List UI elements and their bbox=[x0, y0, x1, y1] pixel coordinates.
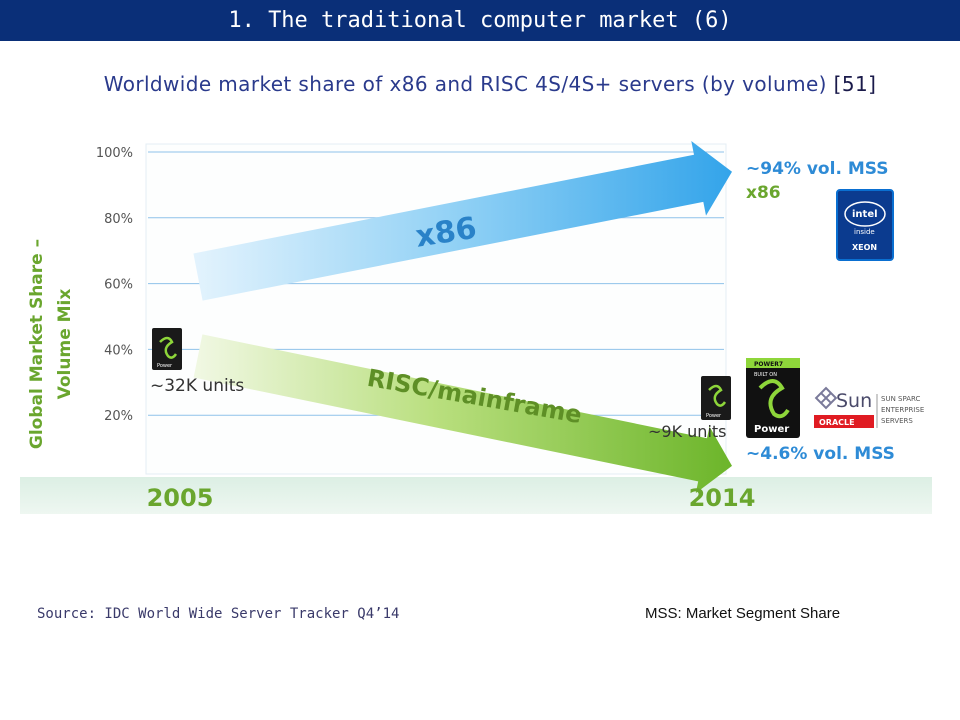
x-category-label: 2014 bbox=[689, 484, 756, 512]
y-tick-label: 20% bbox=[104, 409, 133, 424]
market-share-figure: 100% 80% 60% 40% 20% Global Market Share – V… bbox=[20, 132, 932, 516]
x86-end-share-label: ~94% vol. MSS bbox=[746, 159, 888, 179]
subtitle-text: Worldwide market share of x86 and RISC 4… bbox=[103, 72, 827, 96]
mss-definition: MSS: Market Segment Share bbox=[645, 605, 841, 622]
svg-text:Sun: Sun bbox=[836, 390, 872, 412]
source-note: Source: IDC World Wide Server Tracker Q4… bbox=[37, 606, 400, 622]
chart-subtitle: Worldwide market share of x86 and RISC 4… bbox=[0, 72, 960, 96]
power-chip-2005: Power bbox=[152, 328, 182, 370]
y-tick-label: 40% bbox=[104, 343, 133, 358]
y-tick-label: 80% bbox=[104, 212, 133, 227]
risc-trend-arrow bbox=[193, 334, 733, 494]
svg-text:SUN SPARC: SUN SPARC bbox=[881, 395, 921, 403]
y-axis-label-line1: Global Market Share – bbox=[27, 239, 47, 449]
svg-text:BUILT ON: BUILT ON bbox=[754, 372, 777, 378]
x86-end-name-label: x86 bbox=[746, 183, 781, 203]
svg-text:XEON: XEON bbox=[852, 243, 877, 252]
year-band bbox=[20, 477, 932, 514]
svg-text:Power: Power bbox=[157, 363, 173, 369]
svg-text:inside: inside bbox=[854, 228, 875, 236]
y-axis-label-line2: Volume Mix bbox=[55, 289, 75, 400]
svg-text:intel: intel bbox=[852, 209, 878, 220]
svg-text:Power: Power bbox=[706, 413, 722, 419]
svg-text:ORACLE: ORACLE bbox=[819, 418, 855, 427]
svg-text:SERVERS: SERVERS bbox=[881, 417, 913, 425]
svg-text:POWER7: POWER7 bbox=[754, 361, 783, 368]
svg-text:Power: Power bbox=[754, 424, 789, 435]
market-share-chart: 100% 80% 60% 40% 20% Global Market Share – V… bbox=[20, 141, 932, 514]
citation-ref: [51] bbox=[833, 72, 877, 96]
risc-start-units-label: ~32K units bbox=[150, 376, 244, 396]
intel-xeon-logo: intel inside XEON bbox=[836, 189, 894, 261]
x-category-label: 2005 bbox=[147, 484, 214, 512]
title-bar: 1. The traditional computer market (6) bbox=[0, 0, 960, 41]
slide-title: 1. The traditional computer market (6) bbox=[228, 8, 732, 33]
y-tick-label: 60% bbox=[104, 278, 133, 293]
y-tick-label: 100% bbox=[96, 146, 133, 161]
svg-text:ENTERPRISE: ENTERPRISE bbox=[881, 406, 924, 414]
x86-trend-arrow bbox=[193, 141, 732, 301]
risc-end-units-label: ~9K units bbox=[648, 422, 727, 441]
sun-oracle-logo: Sun ORACLE SUN SPARC ENTERPRISE SERVERS bbox=[814, 386, 924, 428]
power-chip-2014-small: Power bbox=[701, 376, 731, 420]
risc-end-share-label: ~4.6% vol. MSS bbox=[746, 444, 895, 464]
power-chip-2014-large: POWER7 BUILT ON Power bbox=[746, 358, 800, 438]
